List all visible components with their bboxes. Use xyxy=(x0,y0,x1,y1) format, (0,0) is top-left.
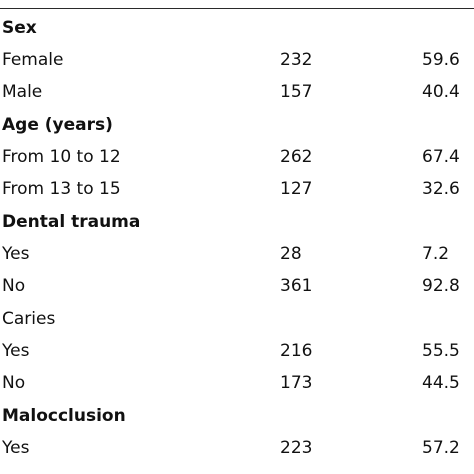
row-label: Female xyxy=(2,50,64,70)
row-percent: 55.5 xyxy=(422,341,460,361)
section-header-caries: Caries xyxy=(0,304,474,334)
row-count: 223 xyxy=(280,438,313,458)
row-label: Sex xyxy=(2,18,37,38)
row-label: From 10 to 12 xyxy=(2,147,121,167)
row-count: 157 xyxy=(280,82,313,102)
row-label: No xyxy=(2,276,26,296)
row-percent: 44.5 xyxy=(422,373,460,393)
row-percent: 7.2 xyxy=(422,244,450,264)
section-header-malocclusion: Malocclusion xyxy=(0,401,474,431)
section-header-age: Age (years) xyxy=(0,110,474,140)
row-count: 173 xyxy=(280,373,313,393)
table-row: Yes 216 55.5 xyxy=(0,336,474,366)
row-count: 127 xyxy=(280,179,313,199)
section-header-sex: Sex xyxy=(0,13,474,43)
row-label: Yes xyxy=(2,341,30,361)
section-header-dental-trauma: Dental trauma xyxy=(0,207,474,237)
row-label: Malocclusion xyxy=(2,406,126,426)
row-label: Dental trauma xyxy=(2,212,141,232)
row-label: Yes xyxy=(2,438,30,458)
row-label: Male xyxy=(2,82,43,102)
row-count: 262 xyxy=(280,147,313,167)
row-percent: 57.2 xyxy=(422,438,460,458)
row-count: 216 xyxy=(280,341,313,361)
row-percent: 40.4 xyxy=(422,82,460,102)
row-percent: 59.6 xyxy=(422,50,460,70)
row-percent: 92.8 xyxy=(422,276,460,296)
table-top-rule xyxy=(0,8,474,9)
table-row: Female 232 59.6 xyxy=(0,45,474,75)
row-label: Caries xyxy=(2,309,56,329)
table-row: Male 157 40.4 xyxy=(0,77,474,107)
table-row: No 173 44.5 xyxy=(0,368,474,398)
table-row: From 13 to 15 127 32.6 xyxy=(0,174,474,204)
row-label: Age (years) xyxy=(2,115,113,135)
table-row: No 361 92.8 xyxy=(0,271,474,301)
row-count: 361 xyxy=(280,276,313,296)
row-percent: 67.4 xyxy=(422,147,460,167)
table-row: From 10 to 12 262 67.4 xyxy=(0,142,474,172)
row-label: From 13 to 15 xyxy=(2,179,121,199)
table-row: Yes 223 57.2 xyxy=(0,433,474,463)
row-label: Yes xyxy=(2,244,30,264)
row-label: No xyxy=(2,373,26,393)
row-percent: 32.6 xyxy=(422,179,460,199)
table-row: Yes 28 7.2 xyxy=(0,239,474,269)
row-count: 232 xyxy=(280,50,313,70)
row-count: 28 xyxy=(280,244,302,264)
